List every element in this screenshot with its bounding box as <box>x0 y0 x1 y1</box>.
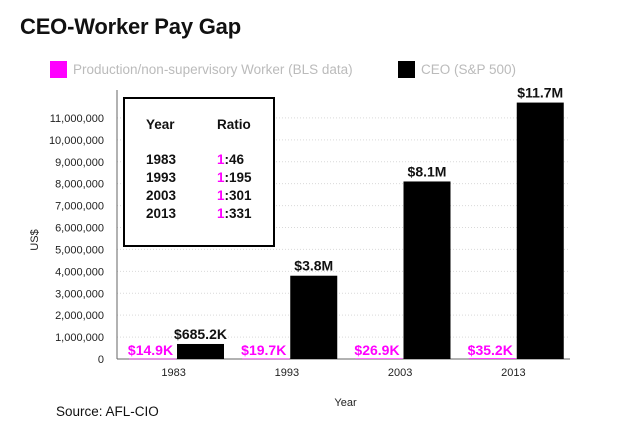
bar-worker <box>129 358 176 360</box>
legend-item-ceo: CEO (S&P 500) <box>398 61 516 78</box>
y-tick-label: 11,000,000 <box>50 113 104 125</box>
data-label-ceo: $8.1M <box>408 163 447 179</box>
ratio-ceo-multiple: :301 <box>224 188 252 203</box>
y-tick-label: 6,000,000 <box>55 223 104 235</box>
y-axis-label: US$ <box>29 229 41 250</box>
bar-ceo <box>403 181 451 359</box>
data-label-worker: $26.9K <box>354 342 399 358</box>
bar-worker <box>468 358 516 359</box>
y-tick-label: 10,000,000 <box>49 135 104 147</box>
ratio-header-year: Year <box>146 117 175 132</box>
y-tick-label: 4,000,000 <box>55 266 104 278</box>
chart-title: CEO-Worker Pay Gap <box>20 14 241 39</box>
x-tick-label: 2013 <box>501 367 525 379</box>
ratio-worker-unit: 1 <box>217 152 225 167</box>
bar-worker <box>242 358 290 360</box>
ratio-ceo-multiple: :46 <box>224 152 245 167</box>
x-tick-label: 1993 <box>275 367 299 379</box>
legend-swatch-ceo <box>398 61 415 78</box>
y-tick-label: 0 <box>98 354 104 366</box>
ratio-row-year: 2003 <box>146 188 177 203</box>
ratio-worker-unit: 1 <box>217 188 225 203</box>
ratio-row-ratio: 1:301 <box>217 188 252 203</box>
ratio-table: Year Ratio 1983 1:46 1993 1:195 2003 1:3… <box>123 97 275 247</box>
data-label-ceo: $3.8M <box>294 258 333 274</box>
ratio-row-ratio: 1:46 <box>217 152 244 167</box>
data-label-worker: $35.2K <box>468 342 513 358</box>
data-label-worker: $14.9K <box>128 342 173 358</box>
legend-label-worker: Production/non-supervisory Worker (BLS d… <box>73 62 353 77</box>
bar-ceo <box>177 343 224 359</box>
y-tick-label: 7,000,000 <box>55 201 104 213</box>
legend-swatch-worker <box>50 61 67 78</box>
y-tick-label: 5,000,000 <box>55 244 104 256</box>
source-note: Source: AFL-CIO <box>56 404 159 419</box>
legend-item-worker: Production/non-supervisory Worker (BLS d… <box>50 61 353 78</box>
data-label-ceo: $685.2K <box>174 326 227 342</box>
x-tick-label: 1983 <box>161 367 185 379</box>
data-label-ceo: $11.7M <box>517 85 563 101</box>
ratio-ceo-multiple: :195 <box>224 170 252 185</box>
y-tick-label: 8,000,000 <box>55 179 104 191</box>
ratio-row-year: 1983 <box>146 152 177 167</box>
ratio-worker-unit: 1 <box>217 170 225 185</box>
ratio-worker-unit: 1 <box>217 206 225 221</box>
y-tick-label: 1,000,000 <box>55 332 104 344</box>
x-axis-label: Year <box>334 397 357 409</box>
ratio-ceo-multiple: :331 <box>224 206 252 221</box>
ratio-row-ratio: 1:331 <box>217 206 252 221</box>
x-tick-label: 2003 <box>388 367 412 379</box>
bar-worker <box>355 358 403 360</box>
y-tick-label: 3,000,000 <box>55 288 104 300</box>
ratio-header-ratio: Ratio <box>217 117 251 132</box>
y-tick-label: 9,000,000 <box>55 157 104 169</box>
data-label-worker: $19.7K <box>241 342 286 358</box>
ratio-row-ratio: 1:195 <box>217 170 252 185</box>
bar-ceo <box>290 275 338 359</box>
legend-label-ceo: CEO (S&P 500) <box>421 62 517 77</box>
y-tick-label: 2,000,000 <box>55 310 104 322</box>
ratio-row-year: 2013 <box>146 206 177 221</box>
bar-ceo <box>516 102 564 359</box>
ratio-row-year: 1993 <box>146 170 177 185</box>
